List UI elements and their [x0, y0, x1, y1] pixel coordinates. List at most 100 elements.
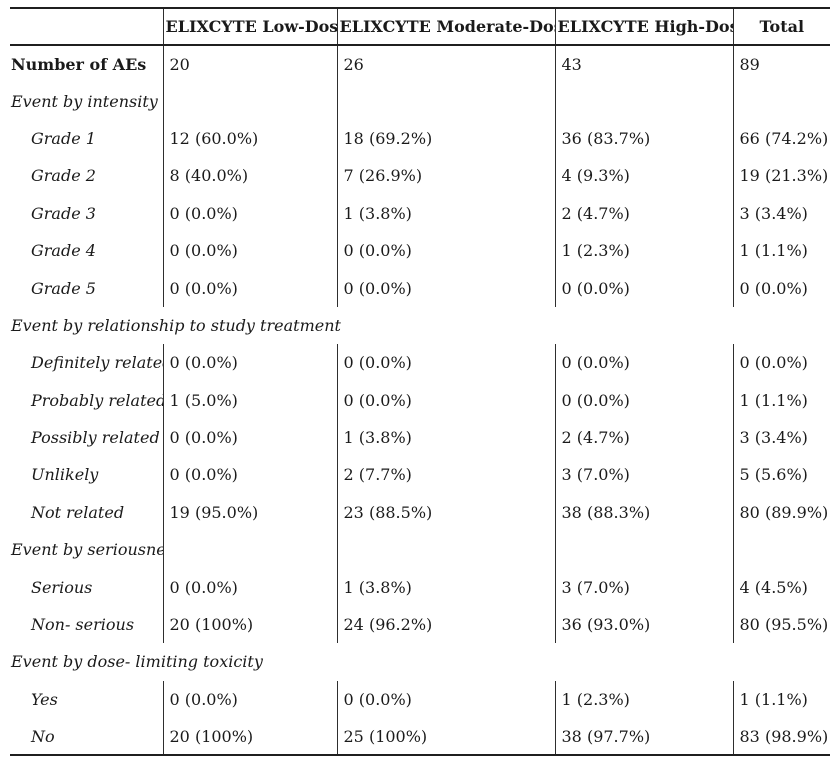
cell-value: 19 (95.0%)	[162, 493, 337, 532]
cell-value: 36 (83.7%)	[554, 119, 733, 158]
cell-value: 2 (4.7%)	[554, 194, 733, 232]
cell-value: 89	[732, 45, 830, 83]
cell-value: 26	[336, 45, 555, 83]
cell-value: 19 (21.3%)	[732, 157, 830, 195]
cell-value: 1 (1.1%)	[732, 680, 830, 719]
section-row: Event by intensity	[10, 82, 830, 120]
row-label: Event by seriousness	[11, 540, 163, 560]
table-row: Grade 3 0 (0.0%) 1 (3.8%) 2 (4.7%) 3 (3.4%)	[10, 194, 830, 232]
cell-value: 0 (0.0%)	[162, 680, 337, 719]
cell-value: 1 (1.1%)	[732, 381, 830, 419]
cell-value: 2 (4.7%)	[554, 418, 733, 457]
table-row: Grade 1 12 (60.0%) 18 (69.2%) 36 (83.7%) 66 …	[10, 119, 830, 158]
row-label: Event by dose- limiting toxicity	[11, 652, 263, 672]
row-label: Event by relationship to study treatment	[11, 315, 341, 335]
cell-value: 38 (88.3%)	[554, 493, 733, 532]
row-label: Grade 2	[31, 166, 96, 186]
cell-value	[554, 531, 733, 569]
cell-value: 3 (7.0%)	[554, 568, 733, 606]
cell-value: 36 (93.0%)	[554, 605, 733, 644]
cell-value: 0 (0.0%)	[162, 269, 337, 307]
cell-value: 0 (0.0%)	[336, 344, 555, 382]
cell-value: 0 (0.0%)	[554, 269, 733, 307]
cell-value	[162, 531, 337, 569]
cell-value: 0 (0.0%)	[336, 680, 555, 719]
cell-value: 80 (89.9%)	[732, 493, 830, 532]
column-header-high-dose: ELIXCYTE High-Dose	[554, 8, 733, 46]
cell-value: 3 (7.0%)	[554, 456, 733, 494]
table-row: Yes 0 (0.0%) 0 (0.0%) 1 (2.3%) 1 (1.1%)	[10, 680, 830, 719]
cell-value: 2 (7.7%)	[336, 456, 555, 494]
column-header-moderate-dose: ELIXCYTE Moderate-Dose	[336, 8, 555, 46]
row-label: Grade 4	[31, 241, 96, 261]
cell-value: 43	[554, 45, 733, 83]
cell-value: 0 (0.0%)	[336, 381, 555, 419]
cell-value	[336, 531, 555, 569]
cell-value: 25 (100%)	[336, 718, 555, 756]
table-row: Non- serious 20 (100%) 24 (96.2%) 36 (93.0%…	[10, 605, 830, 644]
row-label: No	[31, 726, 55, 746]
column-header-total: Total	[732, 8, 830, 46]
adverse-events-table: ELIXCYTE Low-Dose ELIXCYTE Moderate-Dose…	[10, 7, 830, 757]
cell-value: 4 (4.5%)	[732, 568, 830, 606]
cell-value: 0 (0.0%)	[162, 568, 337, 606]
table-row: Serious 0 (0.0%) 1 (3.8%) 3 (7.0%) 4 (4.5%)	[10, 568, 830, 606]
cell-value: 0 (0.0%)	[554, 344, 733, 382]
row-label: Possibly related	[31, 428, 160, 448]
cell-value: 0 (0.0%)	[732, 344, 830, 382]
section-row: Event by relationship to study treatment	[10, 307, 830, 344]
cell-value: 66 (74.2%)	[732, 119, 830, 158]
row-label: Grade 5	[31, 278, 96, 298]
row-label: Number of AEs	[11, 54, 147, 74]
cell-value: 0 (0.0%)	[554, 381, 733, 419]
cell-value: 18 (69.2%)	[336, 119, 555, 158]
cell-value: 24 (96.2%)	[336, 605, 555, 644]
table-row: Not related 19 (95.0%) 23 (88.5%) 38 (88.3%…	[10, 493, 830, 532]
table-row: Number of AEs 20 26 43 89	[10, 45, 830, 83]
cell-value: 12 (60.0%)	[162, 119, 337, 158]
cell-value: 1 (1.1%)	[732, 231, 830, 270]
table-row: Probably related 1 (5.0%) 0 (0.0%) 0 (0.0%)…	[10, 381, 830, 419]
cell-value: 3 (3.4%)	[732, 194, 830, 232]
row-label: Event by intensity	[11, 91, 158, 111]
row-label: Unlikely	[31, 465, 99, 485]
cell-value: 20	[162, 45, 337, 83]
header-empty-cell	[10, 8, 163, 46]
cell-value	[336, 82, 555, 120]
cell-value: 1 (2.3%)	[554, 680, 733, 719]
row-label: Definitely related	[31, 353, 163, 373]
cell-value: 8 (40.0%)	[162, 157, 337, 195]
cell-value: 83 (98.9%)	[732, 718, 830, 756]
cell-value	[732, 531, 830, 569]
cell-value	[732, 82, 830, 120]
cell-value: 1 (3.8%)	[336, 418, 555, 457]
table-header: ELIXCYTE Low-Dose ELIXCYTE Moderate-Dose…	[10, 8, 830, 46]
row-label: Probably related	[31, 390, 163, 410]
table-row: Possibly related 0 (0.0%) 1 (3.8%) 2 (4.7%)…	[10, 418, 830, 457]
cell-value: 4 (9.3%)	[554, 157, 733, 195]
cell-value: 38 (97.7%)	[554, 718, 733, 756]
table-row: Grade 2 8 (40.0%) 7 (26.9%) 4 (9.3%) 19 (21.…	[10, 157, 830, 195]
section-row: Event by seriousness	[10, 531, 830, 569]
cell-value	[554, 82, 733, 120]
cell-value: 20 (100%)	[162, 605, 337, 644]
table-row: Unlikely 0 (0.0%) 2 (7.7%) 3 (7.0%) 5 (5.6%)	[10, 456, 830, 494]
column-header-low-dose: ELIXCYTE Low-Dose	[162, 8, 337, 46]
cell-value: 1 (5.0%)	[162, 381, 337, 419]
cell-value: 5 (5.6%)	[732, 456, 830, 494]
cell-value: 80 (95.5%)	[732, 605, 830, 644]
header-row: ELIXCYTE Low-Dose ELIXCYTE Moderate-Dose…	[10, 8, 830, 46]
row-label: Non- serious	[31, 615, 135, 635]
cell-value: 1 (2.3%)	[554, 231, 733, 270]
cell-value: 3 (3.4%)	[732, 418, 830, 457]
row-label: Grade 1	[31, 128, 96, 148]
cell-value: 7 (26.9%)	[336, 157, 555, 195]
row-label: Yes	[31, 689, 58, 709]
cell-value: 0 (0.0%)	[162, 231, 337, 270]
cell-value: 23 (88.5%)	[336, 493, 555, 532]
cell-value: 0 (0.0%)	[162, 344, 337, 382]
table-body: Number of AEs 20 26 43 89 Event by intensity G…	[10, 45, 830, 756]
